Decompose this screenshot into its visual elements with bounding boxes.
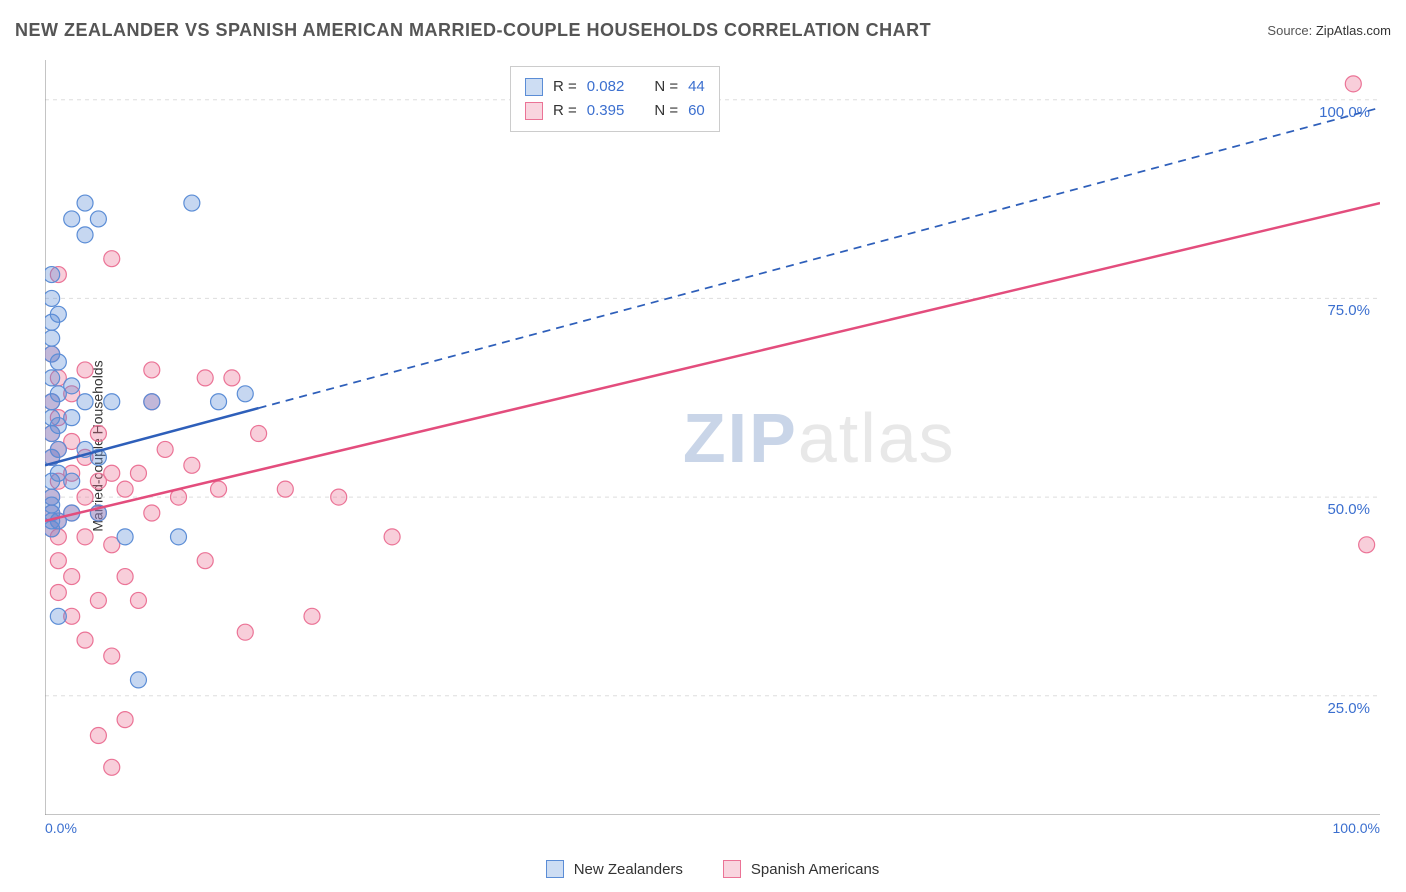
- swatch-pink-icon: [723, 860, 741, 878]
- n-label-1: N =: [654, 75, 678, 99]
- source-attribution: Source: ZipAtlas.com: [1267, 23, 1391, 38]
- legend-item-pink: Spanish Americans: [723, 860, 879, 878]
- y-grid-label: 75.0%: [1327, 302, 1370, 319]
- chart-container: NEW ZEALANDER VS SPANISH AMERICAN MARRIE…: [0, 0, 1406, 892]
- scatter-plot: [45, 60, 1380, 815]
- legend-series: New Zealanders Spanish Americans: [45, 860, 1380, 882]
- source-label: Source:: [1267, 23, 1312, 38]
- legend-stats: R = 0.082 N = 44 R = 0.395 N = 60: [510, 66, 720, 132]
- chart-title: NEW ZEALANDER VS SPANISH AMERICAN MARRIE…: [15, 20, 931, 41]
- swatch-blue-icon: [525, 78, 543, 96]
- y-grid-label: 50.0%: [1327, 501, 1370, 518]
- x-tick-min: 0.0%: [45, 820, 77, 836]
- n-label-2: N =: [654, 99, 678, 123]
- swatch-blue-icon: [546, 860, 564, 878]
- legend-label-blue: New Zealanders: [574, 861, 683, 878]
- source-name: ZipAtlas.com: [1316, 23, 1391, 38]
- title-bar: NEW ZEALANDER VS SPANISH AMERICAN MARRIE…: [15, 20, 1391, 41]
- r-label-1: R =: [553, 75, 577, 99]
- r-value-1: 0.082: [587, 75, 625, 99]
- legend-label-pink: Spanish Americans: [751, 861, 879, 878]
- swatch-pink-icon: [525, 102, 543, 120]
- legend-stats-row-2: R = 0.395 N = 60: [525, 99, 705, 123]
- legend-stats-row-1: R = 0.082 N = 44: [525, 75, 705, 99]
- r-value-2: 0.395: [587, 99, 625, 123]
- n-value-2: 60: [688, 99, 705, 123]
- n-value-1: 44: [688, 75, 705, 99]
- chart-area: ZIPatlas 25.0%50.0%75.0%100.0%: [45, 60, 1380, 815]
- legend-item-blue: New Zealanders: [546, 860, 683, 878]
- r-label-2: R =: [553, 99, 577, 123]
- x-tick-max: 100.0%: [1333, 820, 1380, 836]
- y-grid-label: 100.0%: [1319, 104, 1370, 121]
- y-grid-label: 25.0%: [1327, 700, 1370, 717]
